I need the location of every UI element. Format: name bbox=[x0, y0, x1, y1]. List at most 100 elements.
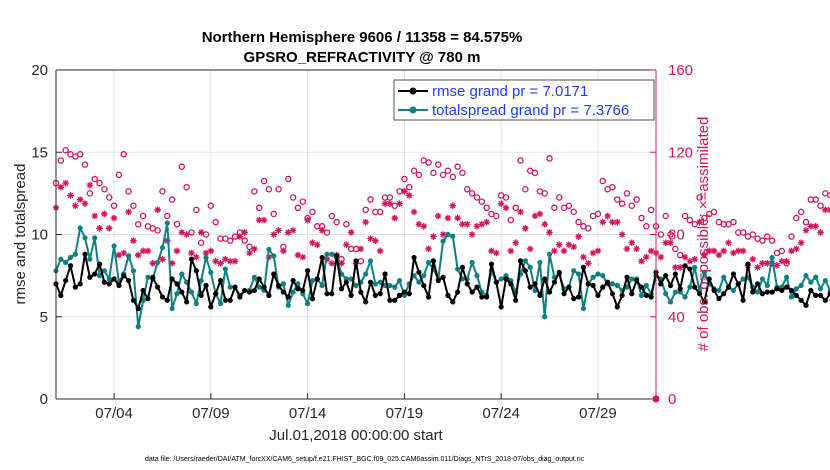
rmse-point bbox=[455, 289, 461, 295]
assimilated-obs-point bbox=[372, 237, 379, 244]
assimilated-obs-point bbox=[183, 231, 190, 238]
assimilated-obs-point bbox=[633, 245, 640, 253]
totalspread-point bbox=[82, 235, 88, 241]
assimilated-obs-point bbox=[551, 247, 558, 255]
rmse-point bbox=[648, 294, 654, 300]
assimilated-obs-point bbox=[676, 264, 684, 271]
rmse-point bbox=[450, 299, 456, 305]
possible-obs-point bbox=[686, 216, 694, 224]
totalspread-point bbox=[285, 302, 291, 308]
rmse-point bbox=[696, 291, 703, 297]
assimilated-obs-point bbox=[565, 241, 573, 249]
possible-obs-point bbox=[817, 202, 824, 209]
totalspread-point bbox=[537, 259, 543, 266]
rmse-point bbox=[740, 297, 746, 303]
rmse-point bbox=[493, 279, 499, 285]
rmse-point bbox=[716, 296, 722, 302]
totalspread-point bbox=[130, 268, 137, 274]
assimilated-obs-point bbox=[459, 220, 466, 228]
rmse-point bbox=[416, 269, 422, 275]
totalspread-point bbox=[169, 305, 175, 312]
possible-obs-point bbox=[657, 231, 665, 238]
rmse-point bbox=[174, 281, 180, 287]
possible-obs-point bbox=[154, 227, 161, 234]
assimilated-obs-point bbox=[599, 218, 607, 226]
possible-obs-point bbox=[662, 212, 669, 220]
rmse-point bbox=[566, 284, 572, 290]
rmse-point bbox=[125, 277, 132, 284]
possible-obs-point bbox=[197, 239, 205, 246]
possible-obs-point bbox=[202, 231, 210, 238]
assimilated-obs-point bbox=[763, 259, 771, 267]
totalspread-point bbox=[77, 225, 83, 231]
possible-obs-point bbox=[168, 196, 176, 203]
possible-obs-point bbox=[275, 186, 282, 193]
assimilated-obs-point bbox=[202, 249, 210, 257]
assimilated-obs-point bbox=[638, 257, 645, 265]
totalspread-point bbox=[392, 284, 398, 290]
possible-obs-point bbox=[193, 206, 200, 214]
rmse-point bbox=[764, 289, 770, 295]
assimilated-obs-point bbox=[313, 241, 321, 249]
possible-obs-point bbox=[367, 196, 374, 203]
rmse-point bbox=[208, 304, 214, 310]
grid bbox=[56, 70, 656, 399]
rmse-point bbox=[96, 261, 103, 267]
y-right-tick-label: 120 bbox=[668, 144, 693, 161]
totalspread-point bbox=[266, 246, 272, 252]
rmse-point bbox=[242, 287, 248, 294]
totalspread-point bbox=[527, 264, 533, 270]
totalspread-point bbox=[111, 243, 117, 249]
rmse-point bbox=[222, 297, 228, 303]
totalspread-point bbox=[590, 274, 596, 280]
totalspread-point bbox=[208, 269, 214, 275]
assimilated-obs-point bbox=[701, 251, 708, 259]
rmse-point bbox=[280, 289, 287, 295]
possible-obs-point bbox=[410, 167, 418, 175]
rmse-point bbox=[430, 258, 437, 264]
y-axis-right-label: # of obs: o=possible; ×=assimilated bbox=[695, 117, 712, 352]
totalspread-point bbox=[638, 292, 645, 298]
totalspread-point bbox=[309, 277, 316, 284]
totalspread-point bbox=[174, 291, 180, 297]
possible-obs-point bbox=[681, 212, 689, 220]
assimilated-obs-point bbox=[739, 247, 747, 255]
assimilated-obs-point bbox=[497, 200, 505, 207]
rmse-point bbox=[629, 291, 635, 297]
assimilated-obs-point bbox=[439, 231, 447, 238]
assimilated-obs-point bbox=[134, 251, 142, 259]
possible-obs-point bbox=[430, 169, 437, 177]
assimilated-obs-point bbox=[560, 247, 568, 255]
possible-obs-point bbox=[793, 214, 800, 222]
assimilated-obs-point bbox=[318, 227, 326, 234]
totalspread-point bbox=[788, 294, 795, 300]
assimilated-obs-point bbox=[168, 259, 176, 267]
totalspread-point bbox=[67, 254, 74, 261]
totalspread-point bbox=[87, 256, 93, 262]
assimilated-obs-point bbox=[231, 257, 239, 265]
assimilated-obs-point bbox=[309, 239, 316, 247]
rmse-point bbox=[217, 277, 224, 284]
assimilated-obs-point bbox=[212, 257, 219, 265]
assimilated-obs-point bbox=[749, 255, 757, 263]
possible-obs-point bbox=[110, 202, 118, 209]
assimilated-obs-point bbox=[691, 255, 699, 263]
legend-spread-label: totalspread grand pr = 7.3766 bbox=[432, 102, 629, 119]
totalspread-point bbox=[363, 271, 369, 277]
assimilated-obs-point bbox=[105, 225, 113, 232]
possible-obs-point bbox=[376, 208, 384, 216]
rmse-point bbox=[184, 299, 190, 305]
assimilated-obs-point bbox=[91, 212, 99, 220]
totalspread-point bbox=[730, 287, 737, 294]
y-left-tick-label: 0 bbox=[40, 391, 48, 408]
possible-obs-point bbox=[323, 229, 331, 236]
assimilated-obs-point bbox=[420, 222, 428, 230]
assimilated-obs-point bbox=[299, 253, 307, 261]
possible-obs-point bbox=[676, 251, 684, 259]
possible-obs-point bbox=[628, 202, 636, 209]
totalspread-point bbox=[58, 256, 64, 262]
rmse-point bbox=[82, 251, 88, 257]
possible-obs-point bbox=[396, 188, 403, 195]
rmse-point bbox=[711, 287, 717, 294]
legend-box bbox=[393, 79, 655, 121]
